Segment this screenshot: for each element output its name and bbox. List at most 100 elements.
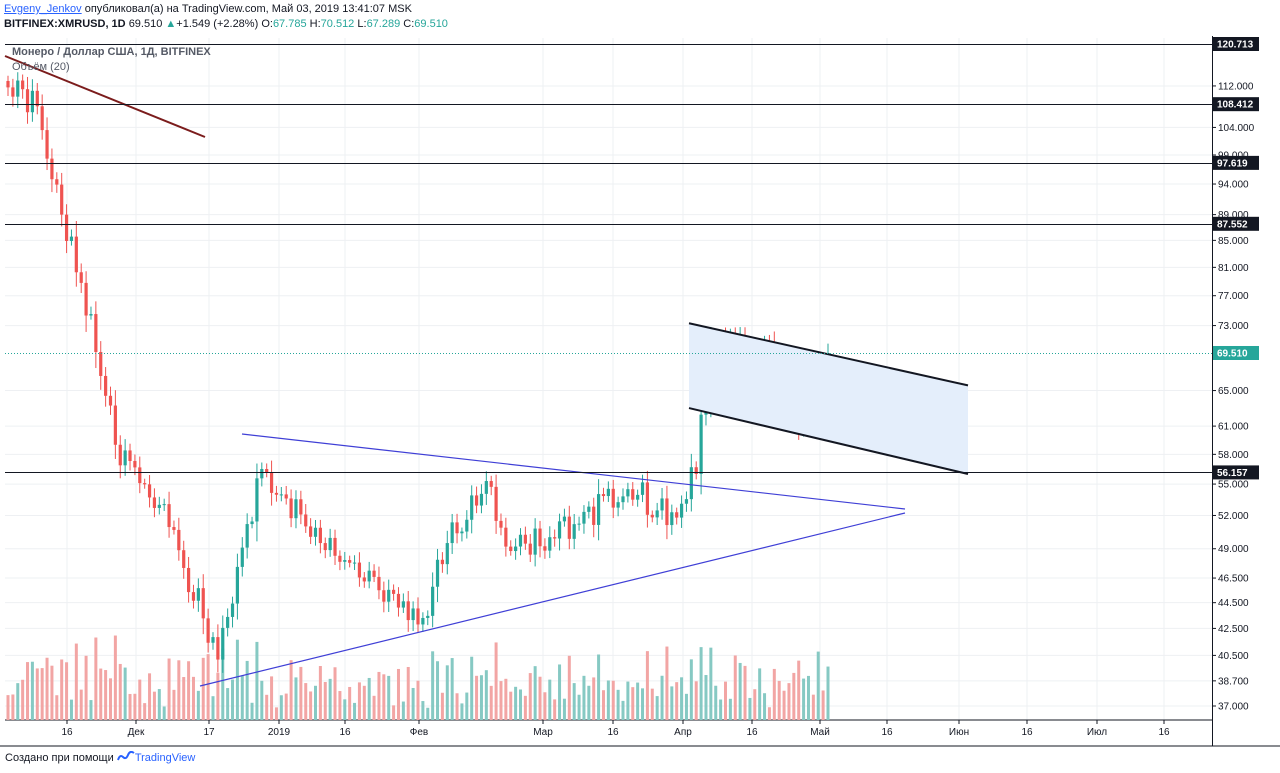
candle-body: [474, 495, 479, 506]
volume-bar: [401, 701, 405, 720]
volume-bar: [445, 665, 449, 720]
volume-bar: [362, 685, 366, 720]
volume-bar: [6, 695, 10, 720]
volume-bar: [611, 680, 615, 720]
candle-body: [450, 522, 454, 544]
candle-body: [274, 492, 279, 495]
volume-bar: [562, 698, 566, 720]
volume-bar: [318, 666, 322, 720]
candle-body: [304, 514, 308, 527]
price-chart[interactable]: 112.000104.00099.00094.00089.00085.00081…: [0, 36, 1280, 748]
volume-bar: [499, 681, 503, 720]
candle-body: [313, 527, 318, 537]
candle-body: [426, 615, 430, 618]
level-price-tag: 56.157: [1213, 465, 1259, 480]
footer-brand-link[interactable]: TradingView: [134, 752, 196, 764]
volume-bar: [187, 661, 191, 720]
candle-body: [357, 562, 362, 578]
volume-bar: [494, 642, 498, 720]
candle-body: [460, 531, 464, 534]
volume-bar: [558, 664, 562, 720]
x-tick-label: Апр: [674, 727, 692, 738]
last-price: 69.510: [128, 18, 163, 30]
candle-body: [679, 503, 684, 518]
volume-bar: [792, 672, 796, 720]
candle-body: [172, 527, 176, 530]
volume-bar: [21, 679, 25, 720]
level-price-tag-text: 120.713: [1217, 40, 1254, 51]
volume-bar: [94, 637, 98, 720]
volume-bar: [265, 694, 269, 720]
level-price-tag: 87.552: [1213, 216, 1259, 231]
volume-bar: [231, 679, 235, 720]
candle-body: [548, 537, 552, 551]
candle-body: [494, 486, 498, 521]
volume-bar: [509, 691, 513, 720]
y-tick-label: 40.500: [1218, 651, 1249, 662]
candle-body: [216, 637, 220, 660]
volume-bar: [528, 673, 532, 720]
legend-volume: Объём (20): [12, 61, 70, 73]
y-tick-label: 55.000: [1218, 480, 1249, 491]
volume-bar: [40, 668, 44, 720]
y-tick-label: 94.000: [1218, 180, 1249, 191]
volume-bar: [118, 663, 122, 720]
candle-body: [104, 375, 108, 396]
y-tick-label: 112.000: [1218, 81, 1254, 92]
level-price-tag-text: 108.412: [1217, 100, 1254, 111]
x-tick-label: Мар: [533, 727, 553, 738]
candle-body: [567, 516, 571, 539]
candle-body: [260, 469, 264, 479]
y-tick-label: 65.000: [1218, 386, 1249, 397]
volume-bar: [299, 666, 303, 720]
volume-bar: [143, 703, 147, 720]
x-tick-label: Май: [810, 727, 830, 738]
candle-body: [660, 498, 664, 511]
volume-bar: [284, 693, 288, 720]
y-tick-label: 44.500: [1218, 598, 1249, 609]
volume-bar: [543, 692, 547, 720]
high-label: H:: [309, 18, 321, 30]
volume-bar: [235, 639, 239, 720]
candle-body: [128, 450, 132, 461]
candle-body: [211, 637, 215, 643]
x-tick-label: Июн: [949, 727, 969, 738]
chart-legend: Монеро / Доллар США, 1Д, BITFINEX Объём (…: [12, 46, 211, 73]
volume-bar: [196, 690, 200, 720]
candle-body: [577, 523, 581, 525]
volume-bar: [294, 677, 298, 720]
volume-bar: [79, 689, 83, 720]
volume-bar: [162, 706, 166, 720]
x-tick-label: Фев: [410, 727, 428, 738]
candle-body: [206, 618, 210, 643]
candle-body: [528, 543, 532, 555]
author-link[interactable]: Evgeny_Jenkov: [4, 3, 82, 15]
volume-bar: [323, 681, 327, 720]
volume-bar: [587, 685, 591, 720]
volume-bar: [172, 689, 176, 720]
volume-bar: [436, 661, 440, 720]
level-price-tag-text: 56.157: [1217, 468, 1248, 479]
candle-body: [694, 467, 698, 474]
volume-bar: [479, 675, 483, 720]
volume-bar: [806, 675, 810, 720]
x-tick-label: 16: [607, 727, 619, 738]
level-price-tag-bg: [1213, 216, 1259, 231]
volume-bar: [504, 678, 508, 720]
candle-body: [504, 527, 508, 547]
candle-body: [74, 236, 78, 273]
y-tick-label: 77.000: [1218, 291, 1249, 302]
x-tick-label: 16: [1158, 727, 1170, 738]
candle-body: [328, 537, 332, 551]
volume-bar: [411, 687, 415, 720]
footer: Создано при помощи TradingView: [5, 751, 195, 764]
candle-body: [484, 481, 488, 494]
y-tick-label: 49.000: [1218, 544, 1249, 555]
volume-bar: [582, 675, 586, 720]
volume-bar: [816, 651, 820, 720]
volume-bar: [601, 690, 605, 720]
level-price-tag: 120.713: [1213, 37, 1259, 51]
volume-bar: [597, 654, 601, 720]
volume-bar: [255, 641, 259, 720]
volume-bar: [728, 698, 732, 720]
